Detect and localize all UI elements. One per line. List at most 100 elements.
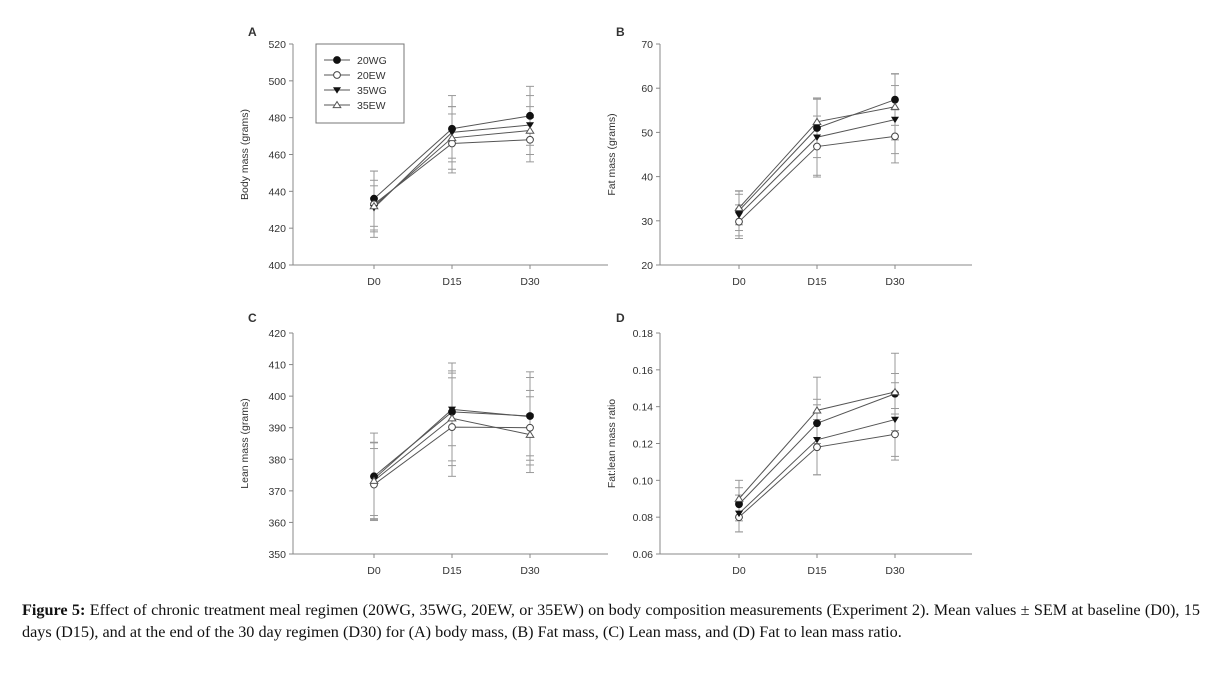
panel-a: A 400 420 440 460 480 500 520 D0 D15 D30 Body mass … bbox=[239, 25, 608, 288]
marker-20ew bbox=[813, 443, 821, 452]
x-tick-label: D0 bbox=[367, 276, 381, 288]
x-tick-label: D0 bbox=[732, 565, 746, 577]
y-tick-label: 420 bbox=[268, 328, 286, 340]
marker-35ew bbox=[369, 201, 379, 210]
marker-35ew bbox=[734, 203, 744, 212]
marker-20ew bbox=[813, 142, 821, 151]
marker-35wg bbox=[448, 406, 456, 414]
marker-35wg bbox=[813, 437, 821, 444]
marker-20ew bbox=[891, 430, 899, 439]
panel-letter: B bbox=[616, 25, 625, 39]
y-tick-label: 420 bbox=[268, 223, 286, 235]
legend-label-35ew: 35EW bbox=[357, 100, 386, 112]
panel-letter: D bbox=[616, 311, 625, 325]
marker-35ew bbox=[812, 117, 822, 125]
y-axis-title: Fat mass (grams) bbox=[606, 113, 618, 195]
panel-c: C 350 360 370 380 390 400 410 420 D0 D15 D30 Lean ma… bbox=[239, 311, 608, 577]
y-tick-label: 30 bbox=[641, 216, 653, 228]
x-tick-label: D15 bbox=[807, 276, 826, 288]
y-tick-label: 50 bbox=[641, 127, 653, 139]
marker-35ew bbox=[332, 100, 342, 109]
marker-35wg bbox=[735, 212, 743, 219]
legend-label-20wg: 20WG bbox=[357, 55, 387, 67]
y-tick-label: 360 bbox=[268, 517, 286, 529]
y-tick-label: 480 bbox=[268, 113, 286, 125]
y-tick-label: 390 bbox=[268, 423, 286, 435]
y-tick-label: 380 bbox=[268, 454, 286, 466]
marker-35wg bbox=[813, 134, 821, 141]
y-tick-label: 520 bbox=[268, 39, 286, 51]
marker-35ew bbox=[734, 494, 744, 502]
panel-letter: A bbox=[248, 25, 257, 39]
marker-20ew bbox=[448, 423, 456, 431]
y-tick-label: 0.14 bbox=[633, 402, 654, 414]
marker-35ew bbox=[525, 430, 535, 438]
x-tick-label: D30 bbox=[520, 276, 539, 288]
marker-20ew bbox=[735, 217, 743, 226]
y-tick-label: 0.16 bbox=[633, 365, 654, 377]
y-tick-label: 0.12 bbox=[633, 439, 654, 451]
legend: 20WG 20EW 35WG 35EW bbox=[315, 43, 405, 124]
marker-35ew bbox=[890, 102, 900, 110]
marker-35ew bbox=[369, 476, 379, 484]
marker-20ew bbox=[333, 71, 341, 79]
marker-35wg bbox=[891, 416, 899, 424]
marker-20ew bbox=[526, 135, 534, 144]
marker-20ew bbox=[526, 423, 534, 432]
y-tick-label: 500 bbox=[268, 76, 286, 88]
x-tick-label: D15 bbox=[442, 565, 461, 577]
marker-20wg bbox=[813, 124, 821, 132]
x-tick-label: D15 bbox=[442, 276, 461, 288]
y-tick-label: 70 bbox=[641, 39, 653, 51]
panel-b: B 20 30 40 50 60 70 D0 D15 D30 Fat mass (grams) bbox=[606, 25, 972, 288]
marker-35wg bbox=[891, 116, 899, 124]
marker-35ew bbox=[447, 413, 457, 422]
x-tick-label: D30 bbox=[885, 565, 904, 577]
marker-35wg bbox=[526, 122, 534, 129]
marker-20ew bbox=[891, 132, 899, 141]
panel-d: D 0.06 0.08 0.10 0.12 0.14 0.16 0.18 D0 D15 D30 Fat… bbox=[606, 311, 972, 577]
marker-35wg bbox=[526, 413, 534, 421]
panel-letter: C bbox=[248, 311, 257, 325]
legend-box bbox=[315, 43, 405, 124]
x-tick-label: D15 bbox=[807, 565, 826, 577]
y-tick-label: 370 bbox=[268, 486, 286, 498]
y-axis-title: Body mass (grams) bbox=[239, 109, 251, 200]
marker-35ew bbox=[447, 133, 457, 142]
y-tick-label: 400 bbox=[268, 260, 286, 272]
y-tick-label: 0.08 bbox=[633, 512, 654, 524]
x-tick-label: D0 bbox=[367, 565, 381, 577]
y-tick-label: 0.06 bbox=[633, 549, 654, 561]
x-tick-label: D30 bbox=[520, 565, 539, 577]
y-tick-label: 20 bbox=[641, 260, 653, 272]
y-tick-label: 350 bbox=[268, 549, 286, 561]
y-tick-label: 460 bbox=[268, 150, 286, 162]
y-axis-title: Lean mass (grams) bbox=[239, 398, 251, 488]
y-tick-label: 60 bbox=[641, 83, 653, 95]
y-tick-label: 410 bbox=[268, 360, 286, 372]
marker-20wg bbox=[333, 56, 341, 64]
legend-label-35wg: 35WG bbox=[357, 85, 387, 97]
marker-35wg bbox=[333, 87, 341, 94]
y-tick-label: 0.10 bbox=[633, 475, 654, 487]
marker-20wg bbox=[526, 111, 534, 120]
marker-35wg bbox=[448, 129, 456, 136]
marker-35ew bbox=[525, 126, 535, 134]
caption-label: Figure 5: bbox=[22, 601, 86, 619]
x-tick-label: D30 bbox=[885, 276, 904, 288]
caption-text: Effect of chronic treatment meal regimen… bbox=[22, 601, 1200, 641]
y-tick-label: 0.18 bbox=[633, 328, 654, 340]
y-axis-title: Fat:lean mass ratio bbox=[606, 399, 618, 488]
x-tick-label: D0 bbox=[732, 276, 746, 288]
legend-label-20ew: 20EW bbox=[357, 70, 386, 82]
y-tick-label: 40 bbox=[641, 172, 653, 184]
marker-35ew bbox=[890, 387, 900, 396]
marker-35ew bbox=[812, 405, 822, 414]
marker-20wg bbox=[813, 419, 821, 428]
y-tick-label: 400 bbox=[268, 391, 286, 403]
figure-caption: Figure 5: Effect of chronic treatment me… bbox=[22, 600, 1200, 643]
y-tick-label: 440 bbox=[268, 186, 286, 198]
marker-20wg bbox=[891, 95, 899, 104]
marker-35wg bbox=[735, 510, 743, 518]
